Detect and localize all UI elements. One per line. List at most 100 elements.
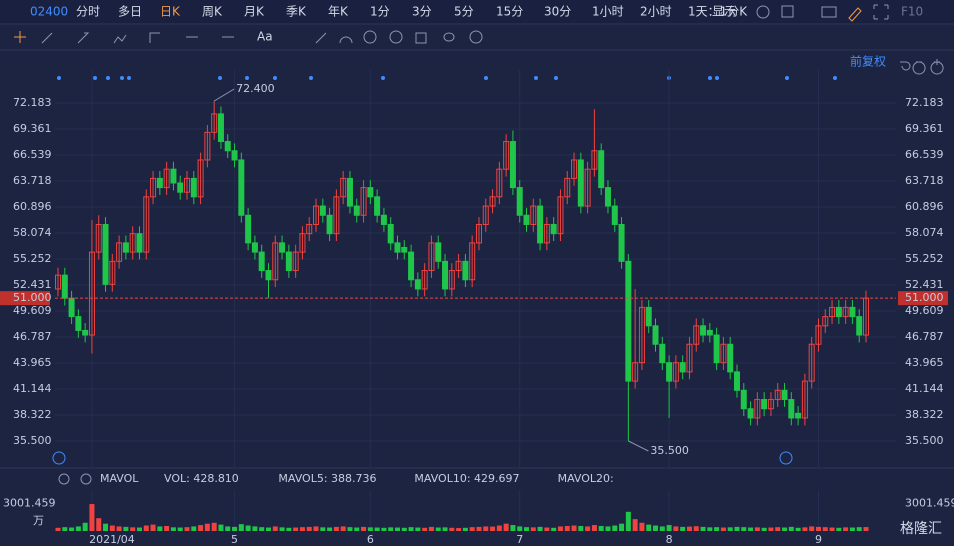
period-tab[interactable]: 多日	[118, 5, 142, 19]
candle-body	[82, 329, 89, 336]
period-tab[interactable]: 3分	[412, 5, 432, 19]
camera-icon[interactable]	[821, 6, 837, 18]
event-marker[interactable]	[218, 76, 222, 80]
volume-bar	[646, 524, 652, 531]
volume-bar	[198, 525, 204, 531]
volume-bar	[503, 523, 509, 531]
candle-body	[652, 325, 659, 345]
period-tab[interactable]: 1天：1分K	[688, 5, 748, 19]
zoom-controls[interactable]	[900, 59, 944, 75]
period-tab[interactable]: 日K	[160, 5, 181, 19]
candle-body	[849, 306, 856, 318]
volume-bar	[714, 527, 720, 531]
period-tab[interactable]: 月K	[244, 5, 265, 19]
event-marker[interactable]	[273, 76, 277, 80]
stock-code[interactable]: 02400	[30, 5, 68, 19]
y-tick-label: 38.322	[13, 408, 52, 421]
period-tab[interactable]: 年K	[328, 5, 349, 19]
settings-icon[interactable]	[58, 473, 70, 485]
period-tab[interactable]: 5分	[454, 5, 474, 19]
display-menu[interactable]: 显示	[712, 5, 736, 19]
candle-body	[299, 233, 306, 253]
volume-bar	[578, 525, 584, 531]
volume-bar	[734, 526, 740, 531]
volume-bar	[686, 526, 692, 531]
period-tab[interactable]: 2小时	[640, 5, 672, 19]
annotation-label: 72.400	[236, 82, 275, 95]
event-marker[interactable]	[381, 76, 385, 80]
candle-body	[754, 399, 761, 419]
earnings-marker[interactable]	[779, 451, 793, 465]
fullscreen-icon[interactable]	[873, 4, 889, 20]
volume-bar	[170, 527, 176, 531]
volume-bar	[259, 527, 265, 531]
event-marker[interactable]	[833, 76, 837, 80]
candle-body	[788, 399, 795, 419]
event-marker[interactable]	[106, 76, 110, 80]
y-tick-label-right: 38.322	[905, 408, 944, 421]
checkbox[interactable]	[781, 5, 794, 18]
earnings-marker[interactable]	[52, 451, 66, 465]
candle-body	[686, 343, 693, 373]
candle-body	[414, 279, 421, 290]
event-marker[interactable]	[120, 76, 124, 80]
adjust-mode[interactable]: 前复权	[850, 54, 886, 69]
volume-bar	[449, 527, 455, 531]
vol-tick-label-right: 3001.459	[905, 497, 954, 510]
event-marker[interactable]	[57, 76, 61, 80]
candle-body	[625, 260, 632, 382]
volume-bar	[89, 504, 95, 531]
event-marker[interactable]	[554, 76, 558, 80]
volume-bar	[347, 527, 353, 531]
candle-body	[217, 113, 224, 143]
x-tick-label: 8	[666, 533, 673, 546]
cross-tool[interactable]	[14, 31, 26, 43]
volume-bar	[272, 526, 278, 531]
candle-body	[856, 316, 863, 336]
period-tab[interactable]: 1分	[370, 5, 390, 19]
period-tab[interactable]: 15分	[496, 5, 523, 19]
close-icon[interactable]	[80, 473, 92, 485]
y-tick-label-right: 60.896	[905, 200, 944, 213]
volume-bar	[680, 526, 686, 531]
event-marker[interactable]	[127, 76, 131, 80]
volume-bar	[619, 523, 625, 531]
pen-icon[interactable]	[848, 7, 862, 22]
settings-icon[interactable]	[756, 5, 770, 19]
period-tab[interactable]: 周K	[202, 5, 223, 19]
period-tab[interactable]: 季K	[286, 5, 307, 19]
f10[interactable]: F10	[901, 5, 923, 19]
event-marker[interactable]	[534, 76, 538, 80]
candle-body	[530, 205, 537, 225]
volume-bar	[849, 527, 855, 531]
event-marker[interactable]	[785, 76, 789, 80]
candle-body	[496, 168, 503, 198]
volume-bar	[75, 526, 81, 531]
candle-body	[197, 159, 204, 198]
candle-body	[733, 371, 740, 391]
candle-body	[835, 306, 842, 318]
drawing-tools[interactable]	[41, 30, 483, 44]
event-marker[interactable]	[245, 76, 249, 80]
event-marker[interactable]	[309, 76, 313, 80]
volume-bar	[340, 526, 346, 531]
candle-body	[808, 343, 815, 382]
volume-bar	[700, 526, 706, 531]
volume-bar	[245, 525, 251, 531]
candle-body	[245, 214, 252, 244]
event-marker[interactable]	[93, 76, 97, 80]
volume-bar	[143, 525, 149, 531]
candle-body	[577, 159, 584, 207]
volume-bar	[761, 527, 767, 531]
event-marker[interactable]	[708, 76, 712, 80]
event-marker[interactable]	[484, 76, 488, 80]
period-tab[interactable]: 30分	[544, 5, 571, 19]
volume-bar	[815, 526, 821, 531]
candle-body	[795, 412, 802, 419]
volume-bar	[123, 526, 129, 531]
earnings-markers	[52, 451, 793, 465]
period-tab[interactable]: 1小时	[592, 5, 624, 19]
period-tab[interactable]: 分时	[76, 5, 100, 19]
text-tool[interactable]: Aa	[257, 30, 273, 44]
event-marker[interactable]	[715, 76, 719, 80]
